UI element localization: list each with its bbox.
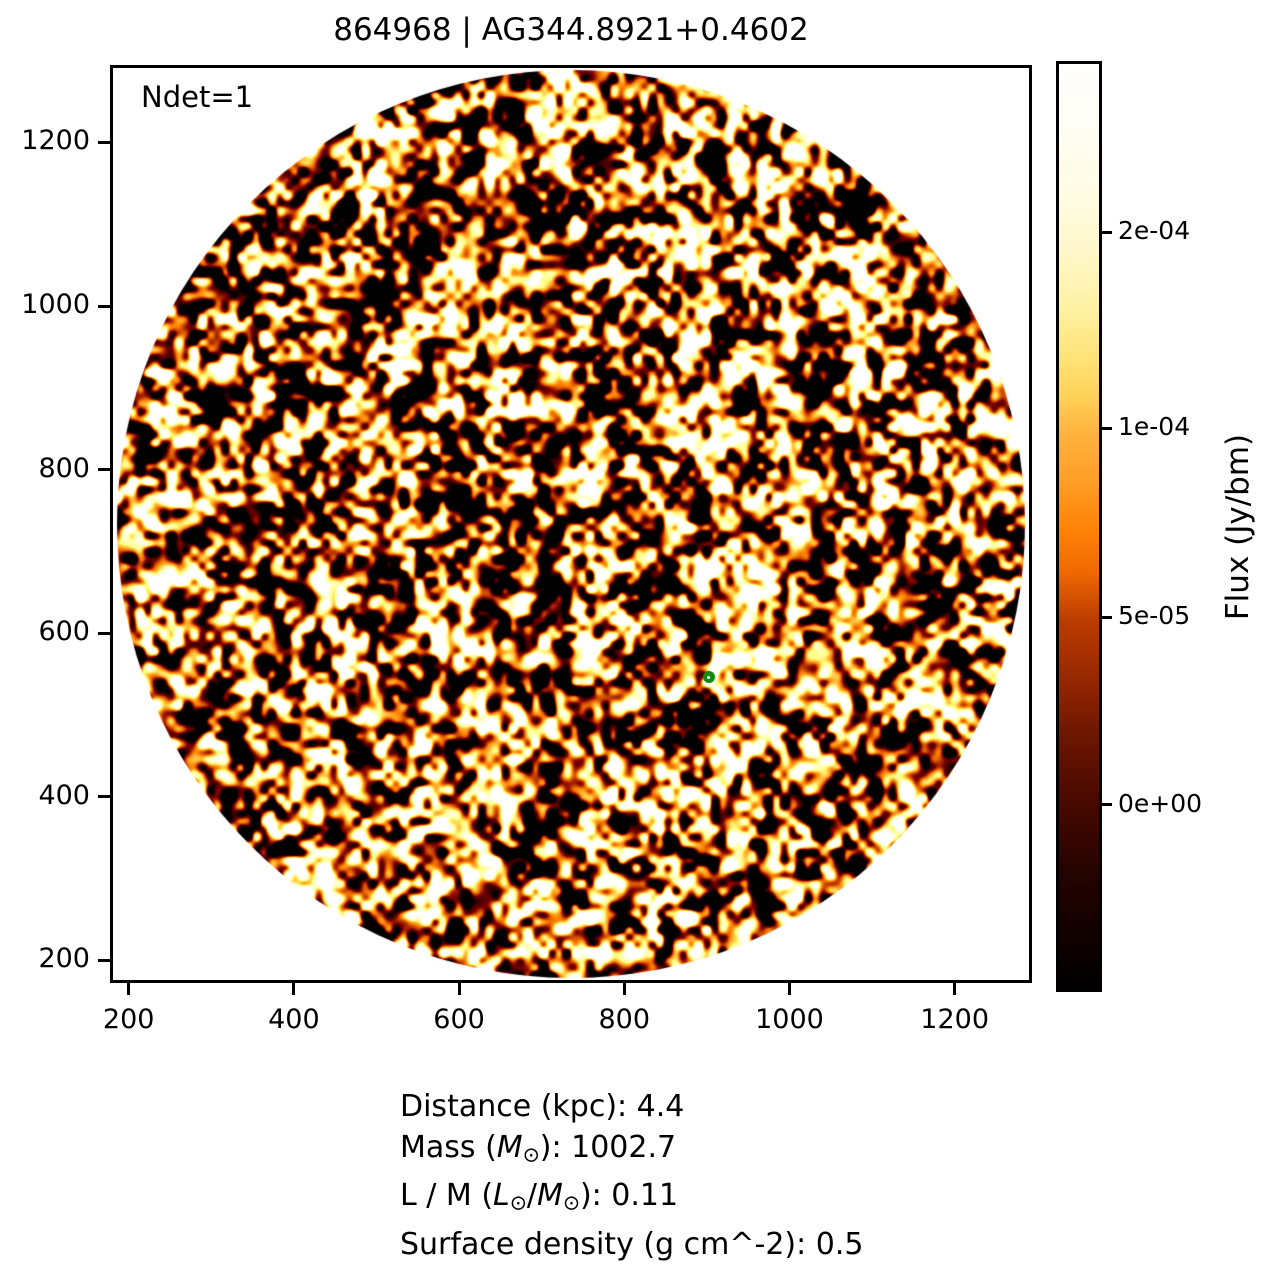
colorbar-tick-label: 1e-04: [1118, 412, 1191, 442]
x-tick-label: 400: [268, 1004, 320, 1035]
info-line: L / M (L⊙/M⊙): 0.11: [400, 1175, 863, 1223]
x-tick-label: 800: [598, 1004, 651, 1035]
info-line-segment: Mass (: [400, 1130, 497, 1165]
x-tick-mark: [457, 983, 461, 995]
info-line-segment: ⊙: [562, 1190, 580, 1215]
colorbar-tick-label: 0e+00: [1118, 788, 1203, 818]
ndet-annotation: Ndet=1: [141, 80, 254, 114]
info-line: Surface density (g cm^-2): 0.5: [400, 1224, 863, 1265]
plot-title: 864968 | AG344.8921+0.4602: [333, 12, 809, 48]
y-tick-label: 200: [38, 943, 90, 975]
x-tick-mark: [953, 983, 957, 995]
x-tick-mark: [787, 983, 791, 995]
colorbar-tick-mark: [1102, 615, 1112, 619]
y-tick-label: 1000: [21, 289, 90, 321]
info-line-segment: ⊙: [522, 1142, 540, 1167]
info-line-segment: ): 0.11: [579, 1178, 679, 1214]
y-tick-label: 400: [38, 779, 90, 811]
y-tick-label: 1200: [21, 125, 90, 157]
x-tick-mark: [127, 983, 131, 995]
info-line-segment: /: [526, 1178, 537, 1214]
y-tick-mark: [98, 140, 110, 144]
info-line-segment: ⊙: [509, 1190, 527, 1215]
y-tick-mark: [98, 468, 110, 472]
info-line-segment: M: [496, 1130, 523, 1165]
x-tick-label: 200: [102, 1004, 155, 1035]
x-tick-mark: [292, 983, 296, 995]
colorbar: 2e-04 1e-04 5e-05 0e+00: [1056, 61, 1202, 992]
y-tick-mark: [98, 958, 110, 962]
plot-area: Ndet=1 200 400 600 800 1000 1200 200 400 600 800 1…: [21, 65, 1032, 1035]
flux-map-canvas: [113, 68, 1029, 980]
info-line-segment: ): 1002.7: [539, 1130, 677, 1165]
colorbar-label-wrap: Flux (Jy/bm): [1195, 61, 1274, 992]
x-tick-label: 1200: [920, 1004, 990, 1035]
y-tick-mark: [98, 631, 110, 635]
x-tick-label: 600: [433, 1004, 485, 1035]
colorbar-tick-mark: [1102, 230, 1112, 234]
info-line-segment: L / M (: [400, 1178, 494, 1214]
info-block: Distance (kpc): 4.4 Mass (M⊙): 1002.7 L / …: [400, 1086, 863, 1265]
colorbar-tick-label: 5e-05: [1118, 601, 1191, 631]
colorbar-label: Flux (Jy/bm): [1219, 433, 1256, 620]
info-line-segment: Surface density (g cm^-2): 0.5: [400, 1226, 864, 1262]
y-tick-label: 600: [38, 616, 90, 648]
info-line: Mass (M⊙): 1002.7: [400, 1127, 863, 1175]
info-line: Distance (kpc): 4.4: [400, 1086, 863, 1127]
source-marker-center: [707, 675, 711, 679]
y-tick-label: 800: [38, 452, 90, 484]
info-line-segment: M: [536, 1178, 563, 1214]
x-tick-label: 1000: [755, 1004, 824, 1035]
colorbar-tick-mark: [1102, 426, 1112, 430]
info-line-segment: L: [493, 1178, 510, 1214]
colorbar-tick-label: 2e-04: [1118, 216, 1191, 246]
y-tick-mark: [98, 304, 110, 308]
info-line-segment: Distance (kpc): 4.4: [400, 1089, 685, 1124]
y-tick-mark: [98, 795, 110, 799]
x-tick-mark: [622, 983, 626, 995]
colorbar-tick-mark: [1102, 803, 1112, 807]
